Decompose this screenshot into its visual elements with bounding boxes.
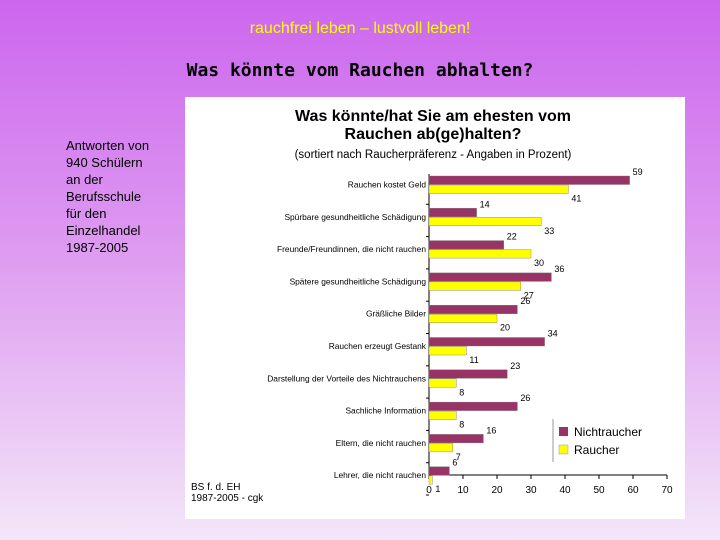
x-tick-label: 30 [525, 485, 537, 496]
bar-raucher [428, 217, 542, 227]
legend-label-raucher: Raucher [574, 443, 619, 457]
bar-nichtraucher [428, 175, 630, 185]
data-label-raucher: 7 [456, 452, 461, 462]
data-label-nichtraucher: 36 [554, 264, 564, 274]
bar-raucher [428, 184, 569, 194]
data-label-raucher: 27 [524, 290, 534, 300]
data-label-raucher: 8 [459, 387, 464, 397]
bar-nichtraucher [428, 208, 477, 218]
data-label-raucher: 20 [500, 323, 510, 333]
x-tick-label: 50 [593, 485, 605, 496]
bar-raucher [428, 313, 498, 323]
x-tick-label: 40 [559, 485, 571, 496]
category-label: Sachliche Information [345, 406, 426, 416]
slide-title: rauchfrei leben – lustvoll leben! [249, 20, 471, 37]
plot-area: 0 10 20 30 40 50 60 70 Rauchen kostet Geld 59 41 Sp… [267, 167, 673, 496]
data-label-nichtraucher: 59 [633, 167, 643, 177]
data-label-nichtraucher: 22 [507, 232, 517, 242]
category-label: Freunde/Freundinnen, die nicht rauchen [277, 244, 426, 254]
data-label-raucher: 33 [544, 226, 554, 236]
category-label: Spätere gesundheitliche Schädigung [290, 276, 427, 286]
chart-subtitle: (sortiert nach Raucherpräferenz - Angabe… [295, 149, 572, 161]
slide-subtitle: Was könnte vom Rauchen abhalten? [186, 60, 534, 81]
bar-raucher [428, 249, 532, 259]
data-label-nichtraucher: 6 [452, 458, 457, 468]
bar-raucher [428, 443, 453, 453]
bar-chart: Was könnte/hat Sie am ehesten vom Rauche… [191, 108, 673, 504]
bar-nichtraucher [428, 240, 505, 250]
bar-raucher [428, 346, 467, 356]
data-label-nichtraucher: 16 [486, 425, 496, 435]
bar-nichtraucher [428, 369, 508, 379]
bar-raucher [428, 475, 433, 485]
bar-nichtraucher [428, 401, 518, 411]
chart-title-line2: Rauchen ab(ge)halten? [345, 126, 522, 143]
chart-title-line1: Was könnte/hat Sie am ehesten vom [295, 108, 571, 125]
legend-label-nichtraucher: Nichtraucher [574, 425, 642, 439]
legend-swatch-raucher [558, 444, 569, 455]
x-tick-label: 70 [661, 485, 673, 496]
legend: Nichtraucher Raucher [552, 419, 642, 462]
bar-nichtraucher [428, 337, 545, 347]
x-tick-label: 60 [627, 485, 639, 496]
x-tick-label: 10 [457, 485, 469, 496]
bar-raucher [428, 281, 522, 291]
bar-raucher [428, 378, 457, 388]
x-tick-label: 20 [491, 485, 503, 496]
category-label: Rauchen erzeugt Gestank [329, 341, 427, 351]
source-line1: BS f. d. EH [191, 482, 240, 493]
survey-note: Antworten von 940 Schülern an der Berufs… [66, 138, 150, 255]
data-label-nichtraucher: 14 [480, 199, 490, 209]
data-label-raucher: 11 [469, 355, 478, 365]
x-tick-label: 0 [426, 485, 432, 496]
data-label-raucher: 41 [571, 194, 581, 204]
data-label-raucher: 30 [534, 258, 544, 268]
category-label: Eltern, die nicht rauchen [336, 438, 427, 448]
data-label-nichtraucher: 23 [510, 361, 520, 371]
category-label: Spürbare gesundheitliche Schädigung [284, 212, 426, 222]
category-label: Rauchen kostet Geld [348, 180, 427, 190]
data-label-nichtraucher: 34 [548, 329, 558, 339]
bar-nichtraucher [428, 434, 484, 444]
category-label: Gräßliche Bilder [366, 309, 426, 319]
source-line2: 1987-2005 - cgk [191, 493, 264, 504]
legend-swatch-nichtraucher [559, 427, 568, 436]
data-label-raucher: 1 [435, 484, 440, 494]
data-label-raucher: 8 [459, 420, 464, 430]
chart-container: Was könnte/hat Sie am ehesten vom Rauche… [185, 97, 685, 519]
bar-nichtraucher [428, 466, 450, 476]
category-label: Lehrer, die nicht rauchen [334, 470, 427, 480]
bar-raucher [428, 410, 457, 420]
category-label: Darstellung der Vorteile des Nichtrauche… [267, 373, 426, 383]
data-label-nichtraucher: 26 [520, 296, 530, 306]
data-label-nichtraucher: 26 [520, 393, 530, 403]
bar-nichtraucher [428, 272, 552, 282]
bar-nichtraucher [428, 304, 518, 314]
